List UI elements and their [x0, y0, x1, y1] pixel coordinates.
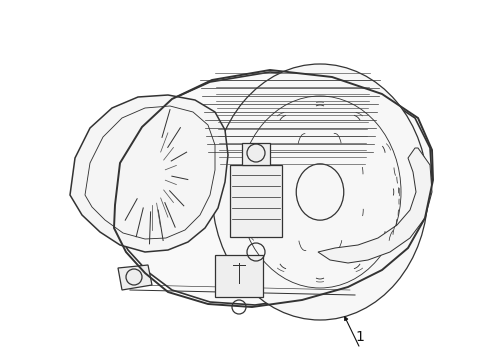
Polygon shape: [215, 255, 263, 297]
Polygon shape: [318, 148, 432, 263]
Ellipse shape: [212, 64, 428, 320]
Polygon shape: [118, 265, 152, 290]
Polygon shape: [70, 95, 228, 252]
Polygon shape: [230, 165, 282, 237]
Text: 1: 1: [356, 330, 365, 343]
Polygon shape: [242, 143, 270, 165]
Polygon shape: [115, 72, 432, 305]
